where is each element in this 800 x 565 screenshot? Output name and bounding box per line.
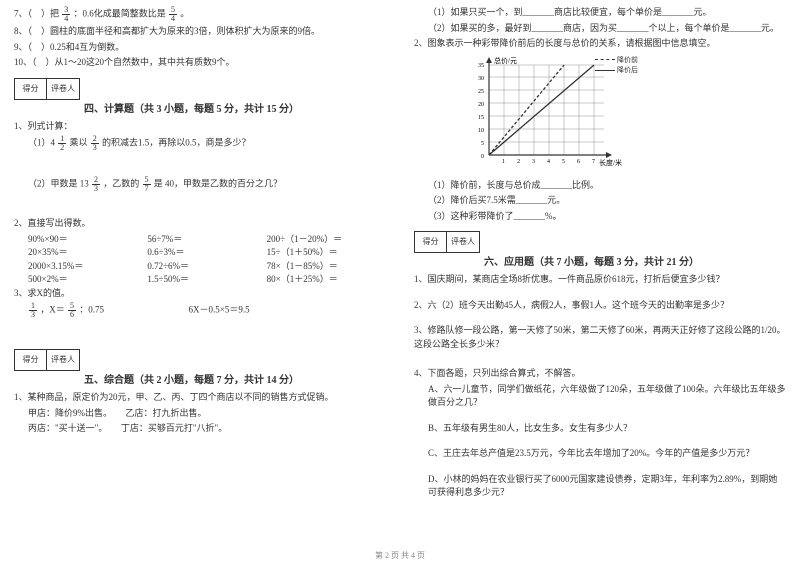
s5-1d: （2）如果买的多，最好到_______商店，因为买_______个以上，每个单价… (414, 22, 786, 36)
score-box-6: 得分 评卷人 (414, 231, 480, 253)
s4-1: 1、列式计算： (14, 120, 386, 134)
y-ticks: 35 30 25 20 15 10 5 0 (478, 63, 484, 160)
grid (489, 65, 604, 155)
grader-label: 评卷人 (47, 350, 79, 370)
legend-dash-icon (595, 59, 615, 60)
s6-3: 3、修路队修一段公路，第一天修了50米，第二天修了60米，再两天正好修了这段公路… (414, 324, 786, 351)
section-4-title: 四、计算题（共 3 小题，每题 5 分，共计 15 分） (84, 102, 386, 117)
s4-3-eq2: 6X－0.5×5＝9.5 (189, 305, 250, 315)
calc-row-2: 2000×3.15%＝0.72÷6%＝78×（1－85%）＝ (28, 260, 386, 274)
x-arrow (606, 152, 612, 158)
frac-5-6: 56 (68, 302, 76, 319)
s5-2c: （3）这种彩带降价了_______%。 (414, 210, 786, 224)
frac-2-3b: 23 (92, 176, 100, 193)
s6-2: 2、六（2）班今天出勤45人，病假2人，事假1人。这个班今天的出勤率是多少？ (414, 299, 786, 313)
s5-1b: 丙店："买十送一"。 丁店：买够百元打"八折"。 (14, 422, 386, 436)
s6-4: 4、下面各题，只列出综合算式，不解答。 (414, 367, 786, 381)
frac-5-4: 54 (169, 6, 177, 23)
y-arrow (486, 57, 492, 63)
svg-text:5: 5 (562, 159, 565, 165)
svg-text:35: 35 (478, 63, 484, 69)
s6-4a: A、六一儿童节，同学们做纸花，六年级做了120朵，五年级做了100朵。六年级比五… (414, 383, 786, 410)
frac-1-2: 12 (58, 135, 66, 152)
line-after (489, 65, 594, 155)
frac-1-3: 13 (29, 302, 37, 319)
s4-3-eq: 13 ，X＝ 56 ：0.75 6X－0.5×5＝9.5 (14, 302, 386, 319)
right-column: （1）如果只买一个，到_______商店比较便宜，每个单价是_______元。 … (400, 0, 800, 565)
s5-2a: （1）降价前，长度与总价成_______比例。 (414, 179, 786, 193)
q8: 8、（ ）圆柱的底面半径和高都扩大为原来的3倍，则体积扩大为原来的9倍。 (14, 25, 386, 39)
calc-row-0: 90%×90＝56÷7%＝200÷（1－20%）＝ (28, 233, 386, 247)
x-axis-label: 长度/米 (599, 158, 622, 167)
svg-text:10: 10 (478, 128, 484, 134)
legend-solid-icon (595, 70, 615, 71)
s4-1-2: （2）甲数是 13 23 ，乙数的 57 是 40，甲数是乙数的百分之几？ (14, 176, 386, 193)
score-box-4: 得分 评卷人 (14, 78, 80, 100)
svg-text:3: 3 (532, 159, 535, 165)
svg-text:6: 6 (577, 159, 580, 165)
frac-3-4: 34 (62, 6, 70, 23)
grader-label: 评卷人 (447, 232, 479, 252)
svg-text:2: 2 (517, 159, 520, 165)
y-axis-label: 总价/元 (494, 56, 517, 65)
svg-text:30: 30 (478, 76, 484, 82)
s6-1: 1、国庆期间，某商店全场8折优惠。一件商品原价618元，打折后便宜多少钱？ (414, 273, 786, 287)
s6-4b: B、五年级有男生80人，比女生多。女生有多少人？ (414, 422, 786, 436)
s4-3: 3、求X的值。 (14, 287, 386, 301)
score-label: 得分 (415, 232, 447, 252)
section-5-title: 五、综合题（共 2 小题，每题 7 分，共计 14 分） (84, 373, 386, 388)
s5-1: 1、某种商品，原定价为20元，甲、乙、丙、丁四个商店以不同的销售方式促销。 (14, 391, 386, 405)
svg-text:5: 5 (481, 141, 484, 147)
score-label: 得分 (15, 79, 47, 99)
q7: 7、（ ）把 34 ：0.6化成最简整数比是 54 。 (14, 6, 386, 23)
svg-text:1: 1 (502, 159, 505, 165)
q7-end: 。 (180, 9, 189, 19)
s5-2: 2、图象表示一种彩带降价前后的长度与总价的关系，请根据图中信息填空。 (414, 37, 786, 51)
frac-5-7: 57 (143, 176, 151, 193)
s6-4c: C、王庄去年总产值是23.5万元，今年比去年增加了20%。今年的产值是多少万元？ (414, 447, 786, 461)
svg-text:0: 0 (481, 154, 484, 160)
left-column: 7、（ ）把 34 ：0.6化成最简整数比是 54 。 8、（ ）圆柱的底面半径… (0, 0, 400, 565)
score-box-5: 得分 评卷人 (14, 349, 80, 371)
s4-1-1: （1）4 12 乘以 23 的积减去1.5，再除以0.5，商是多少？ (14, 135, 386, 152)
section-6-title: 六、应用题（共 7 小题，每题 3 分，共计 21 分） (484, 255, 786, 270)
q10: 10、（ ）从1～20这20个自然数中，其中共有质数9个。 (14, 56, 386, 70)
q7-pre: 7、（ ）把 (14, 9, 59, 19)
x-ticks: 1 2 3 4 5 6 7 (502, 159, 595, 165)
calc-grid: 90%×90＝56÷7%＝200÷（1－20%）＝ 20×35%＝0.6÷3%＝… (14, 233, 386, 287)
svg-text:4: 4 (547, 159, 550, 165)
svg-text:25: 25 (478, 89, 484, 95)
line-before (489, 65, 564, 155)
page-footer: 第 2 页 共 4 页 (0, 550, 800, 561)
q9: 9、（ ）0.25和4互为倒数。 (14, 41, 386, 55)
s4-2: 2、直接写出得数。 (14, 217, 386, 231)
svg-text:15: 15 (478, 115, 484, 121)
s6-4d: D、小林的妈妈在农业银行买了6000元国家建设债券，定期3年，年利率为2.89%… (414, 473, 786, 500)
s5-1a: 甲店：降价9%出售。 乙店：打九折出售。 (14, 407, 386, 421)
frac-2-3: 23 (91, 135, 99, 152)
grader-label: 评卷人 (47, 79, 79, 99)
score-label: 得分 (15, 350, 47, 370)
svg-text:20: 20 (478, 102, 484, 108)
svg-text:7: 7 (592, 159, 595, 165)
price-chart: 总价/元 长度/米 353025 201510 50 123 4567 降价前 … (464, 55, 634, 175)
chart-legend: 降价前 降价后 (595, 55, 638, 76)
calc-row-1: 20×35%＝0.6÷3%＝15÷（1＋50%）＝ (28, 246, 386, 260)
q7-mid: ：0.6化成最简整数比是 (74, 9, 166, 19)
s5-2b: （2）降价后买7.5米需_______元。 (414, 194, 786, 208)
calc-row-3: 500×2%＝1.5÷50%＝80×（1＋25%）＝ (28, 273, 386, 287)
s5-1c: （1）如果只买一个，到_______商店比较便宜，每个单价是_______元。 (414, 6, 786, 20)
